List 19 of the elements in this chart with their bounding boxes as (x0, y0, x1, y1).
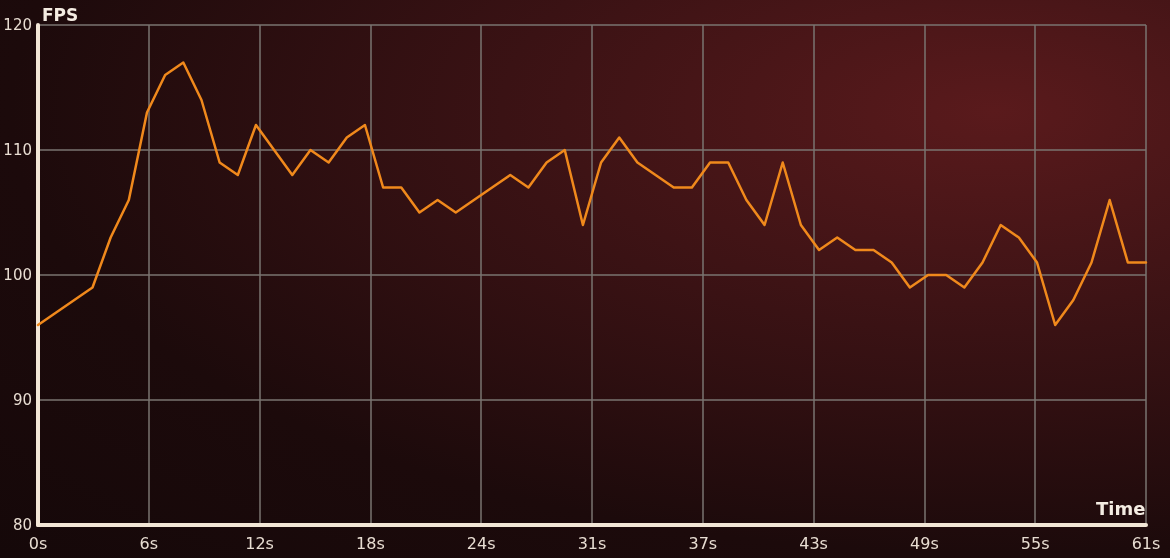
x-tick-label: 61s (1131, 533, 1161, 553)
x-tick-label: 0s (28, 533, 48, 553)
x-tick-label: 55s (1020, 533, 1050, 553)
x-tick-label: 31s (577, 533, 607, 553)
y-tick-label: 120 (3, 16, 32, 34)
x-tick-label: 24s (466, 533, 496, 553)
y-tick-label: 110 (3, 141, 32, 159)
x-tick-label: 18s (356, 533, 385, 553)
line-series (36, 61, 1148, 327)
y-tick-label: 100 (3, 266, 32, 284)
x-tick-label: 43s (799, 533, 828, 553)
x-tick-label: 12s (245, 533, 274, 553)
y-axis-title: FPS (42, 4, 79, 25)
x-axis-title: Time (1096, 497, 1146, 519)
x-tick-label: 49s (910, 533, 939, 553)
y-tick-label: 80 (12, 516, 32, 534)
x-tick-label: 37s (688, 533, 718, 553)
y-tick-label: 90 (12, 391, 32, 409)
x-tick-label: 6s (139, 533, 159, 553)
